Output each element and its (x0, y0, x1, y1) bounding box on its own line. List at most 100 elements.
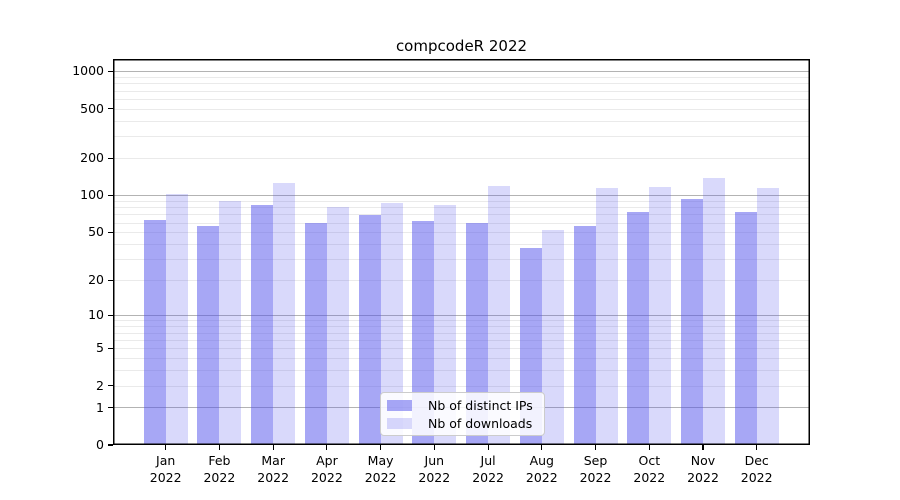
y-gridline-minor (113, 158, 810, 160)
y-gridline-minor (113, 214, 810, 216)
bar-distinct-ips-2 (251, 205, 274, 445)
y-gridline-minor (113, 259, 810, 261)
y-tick (108, 444, 113, 446)
bar-downloads-6 (488, 186, 511, 445)
y-gridline-major (113, 194, 810, 196)
y-gridline-minor (113, 326, 810, 328)
y-tick (108, 194, 113, 196)
y-tick (108, 108, 113, 110)
x-tick-label: Dec 2022 (740, 453, 773, 485)
legend-label-downloads: Nb of downloads (428, 416, 533, 431)
y-gridline-minor (113, 98, 810, 100)
bar-distinct-ips-6 (466, 222, 489, 445)
x-tick-label: Feb 2022 (203, 453, 236, 485)
y-tick-label: 20 (88, 272, 104, 288)
bar-distinct-ips-4 (358, 215, 381, 445)
y-tick-label: 200 (80, 150, 104, 166)
bar-distinct-ips-10 (681, 199, 703, 445)
y-tick-label: 0 (96, 437, 104, 452)
y-tick (108, 279, 113, 281)
legend-swatch-downloads (387, 418, 412, 429)
x-tick (648, 445, 650, 450)
legend-row-downloads: Nb of downloads (387, 416, 535, 431)
x-tick (756, 445, 758, 450)
x-tick-label: Oct 2022 (633, 453, 666, 485)
y-tick-label: 10 (88, 307, 104, 323)
x-tick (272, 445, 274, 450)
y-gridline-minor (113, 222, 810, 224)
x-tick-label: Nov 2022 (687, 453, 719, 485)
y-gridline-minor (113, 339, 810, 341)
y-gridline-minor (113, 280, 810, 282)
chart-title: compcodeR 2022 (395, 37, 528, 55)
y-gridline-minor (113, 348, 810, 350)
x-tick (218, 445, 220, 450)
bar-distinct-ips-1 (197, 226, 220, 445)
x-tick-label: Aug 2022 (525, 453, 558, 485)
y-gridline-minor (113, 385, 810, 387)
x-tick-label: Apr 2022 (310, 453, 343, 485)
bar-downloads-0 (165, 194, 188, 445)
legend-swatch-distinct-ips (387, 400, 412, 411)
x-tick-label: Sep 2022 (579, 453, 612, 485)
bar-downloads-7 (541, 230, 564, 445)
y-tick-label: 500 (80, 100, 104, 116)
x-tick-label: May 2022 (364, 453, 397, 485)
y-gridline-minor (113, 357, 810, 359)
x-tick (487, 445, 489, 450)
x-tick (702, 445, 704, 450)
y-gridline-minor (113, 332, 810, 334)
bar-downloads-3 (326, 207, 349, 445)
y-tick (108, 406, 113, 409)
x-tick (541, 445, 543, 450)
x-tick-label: Jan 2022 (149, 453, 182, 485)
x-tick (326, 445, 328, 450)
y-tick (108, 314, 113, 316)
y-gridline-major (113, 314, 810, 316)
bar-distinct-ips-8 (573, 226, 596, 445)
y-tick-label: 2 (96, 377, 104, 393)
bar-downloads-4 (380, 202, 403, 445)
y-tick (108, 157, 113, 159)
x-tick-label: Jun 2022 (418, 453, 451, 485)
plot-area (113, 59, 810, 445)
bar-downloads-1 (219, 201, 242, 445)
y-tick (108, 385, 113, 387)
bar-downloads-9 (649, 187, 672, 445)
y-gridline-minor (113, 232, 810, 234)
y-gridline-minor (113, 320, 810, 322)
bar-downloads-5 (434, 204, 457, 445)
y-tick-label: 50 (88, 224, 104, 240)
bar-downloads-11 (756, 188, 779, 445)
legend-label-distinct-ips: Nb of distinct IPs (428, 398, 533, 413)
y-gridline-minor (113, 108, 810, 110)
x-tick (594, 445, 597, 450)
y-tick (108, 70, 113, 72)
y-gridline-minor (113, 83, 810, 85)
x-tick (380, 445, 382, 450)
legend-row-distinct-ips: Nb of distinct IPs (387, 398, 535, 413)
y-gridline-minor (113, 201, 810, 202)
y-gridline-minor (113, 76, 810, 78)
bar-downloads-8 (595, 188, 618, 445)
bar-downloads-2 (273, 183, 296, 445)
y-gridline-minor (113, 90, 810, 92)
y-gridline-minor (113, 136, 810, 138)
y-gridline-minor (113, 244, 810, 246)
legend: Nb of distinct IPs Nb of downloads (380, 392, 545, 436)
y-tick-label: 5 (96, 340, 104, 356)
y-tick (108, 347, 113, 349)
x-tick (433, 445, 435, 450)
x-tick (165, 445, 167, 450)
x-tick-label: Mar 2022 (257, 453, 290, 485)
bar-distinct-ips-3 (304, 222, 327, 445)
x-tick-label: Jul 2022 (472, 453, 504, 485)
y-gridline-major (113, 70, 810, 72)
y-tick (108, 231, 113, 233)
bar-downloads-10 (703, 178, 725, 445)
y-gridline-minor (113, 207, 810, 209)
bar-distinct-ips-0 (143, 220, 166, 445)
y-gridline-minor (113, 370, 810, 371)
y-tick-label: 1 (96, 399, 104, 415)
